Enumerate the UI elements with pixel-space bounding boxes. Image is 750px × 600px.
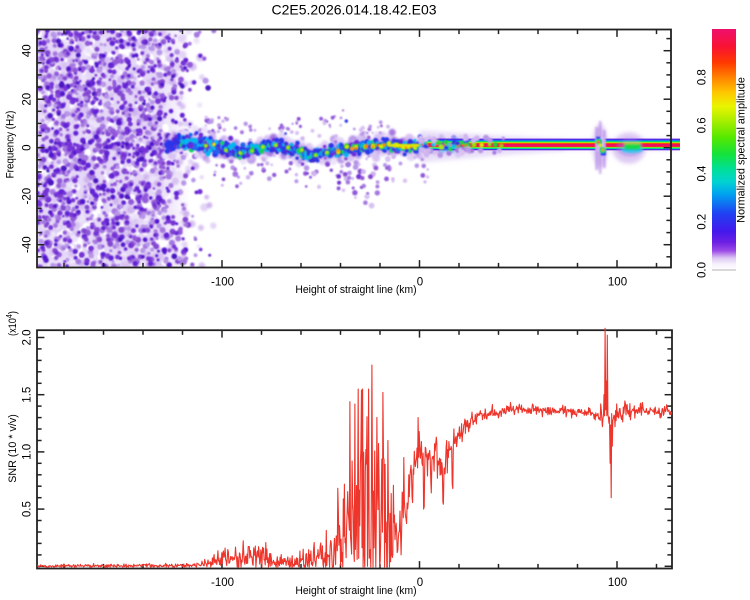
svg-text:0.5: 0.5 (21, 501, 33, 517)
svg-text:0.0: 0.0 (696, 262, 708, 278)
svg-text:0.2: 0.2 (696, 214, 708, 230)
svg-text:Height of straight line (km): Height of straight line (km) (295, 585, 416, 597)
svg-text:0: 0 (417, 577, 423, 589)
svg-text:-100: -100 (211, 577, 234, 589)
svg-text:Height of straight line (km): Height of straight line (km) (295, 284, 416, 296)
svg-text:-100: -100 (211, 277, 234, 289)
svg-text:0.6: 0.6 (696, 117, 708, 133)
svg-text:0: 0 (21, 144, 33, 150)
svg-text:20: 20 (21, 93, 33, 106)
svg-text:0.4: 0.4 (696, 165, 708, 182)
svg-text:Frequency (Hz): Frequency (Hz) (4, 111, 17, 179)
svg-text:Normalized spectral amplitude: Normalized spectral amplitude (735, 77, 747, 223)
svg-text:40: 40 (21, 44, 33, 57)
svg-text:100: 100 (608, 577, 627, 589)
svg-text:-40: -40 (21, 236, 33, 253)
svg-text:0: 0 (417, 277, 423, 289)
svg-text:1.0: 1.0 (21, 444, 33, 460)
svg-text:SNR (10 * v/v): SNR (10 * v/v) (7, 414, 19, 483)
svg-text:-20: -20 (21, 188, 33, 205)
svg-text:0.8: 0.8 (696, 69, 708, 85)
svg-text:1.5: 1.5 (21, 387, 33, 403)
svg-text:C2E5.2026.014.18.42.E03: C2E5.2026.014.18.42.E03 (271, 2, 436, 18)
svg-text:100: 100 (608, 277, 627, 289)
svg-text:2.0: 2.0 (21, 330, 33, 346)
svg-text:(x104): (x104) (5, 311, 20, 336)
